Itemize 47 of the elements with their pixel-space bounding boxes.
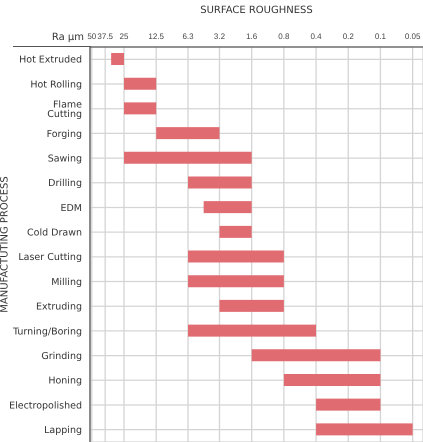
x-tick-label: 1.6: [246, 32, 258, 41]
bar: [124, 152, 252, 164]
x-tick-label: 0.8: [278, 32, 290, 41]
y-tick-label: EDM: [60, 202, 82, 214]
x-tick-label: 0.4: [310, 32, 322, 41]
y-tick-label: Lapping: [44, 425, 82, 436]
bar: [111, 53, 124, 65]
x-tick-label: 0.2: [342, 32, 354, 41]
x-tick-label: 3.2: [214, 32, 226, 41]
bar: [219, 300, 284, 312]
y-tick-label: Electropolished: [9, 400, 82, 412]
x-tick-label: 25: [120, 32, 130, 41]
y-tick-label: Hot Rolling: [30, 79, 82, 90]
bar: [188, 250, 284, 262]
y-tick-label: Grinding: [41, 350, 82, 362]
bar: [252, 349, 380, 362]
y-tick-label: Hot Extruded: [19, 54, 82, 66]
x-tick-label: 0.1: [374, 32, 387, 41]
y-tick-label: Forging: [46, 128, 82, 140]
y-axis-title: MANUFACTUTING PROCESS: [0, 176, 11, 313]
bar: [204, 201, 252, 214]
bar: [316, 398, 380, 411]
y-tick-label: Milling: [51, 276, 82, 288]
y-tick-label: Honing: [48, 376, 82, 387]
y-tick-label: Laser Cutting: [18, 252, 82, 264]
bar: [156, 127, 220, 140]
bar: [188, 324, 316, 337]
x-tick-label: 6.3: [182, 32, 194, 41]
bar: [219, 226, 252, 238]
y-tick-label: Cold Drawn: [27, 228, 82, 239]
bar: [124, 78, 156, 90]
bar: [124, 102, 156, 114]
x-tick-label: 12.5: [148, 32, 165, 41]
x-tick-label: 0.05: [404, 32, 421, 41]
bar: [188, 275, 284, 288]
bar: [284, 374, 380, 386]
x-axis-title: SURFACE ROUGHNESS: [200, 5, 313, 16]
y-tick-label: Drilling: [48, 178, 82, 190]
text: Ra µm: [52, 32, 84, 43]
y-tick-label: Extruding: [36, 302, 82, 313]
y-tick-label: Flame Cutting: [47, 99, 82, 120]
x-tick-label: 37.5: [97, 32, 114, 41]
bar: [188, 176, 252, 188]
y-tick-label: Turning/Boring: [12, 326, 82, 338]
x-tick-label: 50: [87, 32, 97, 41]
bar: [316, 423, 413, 436]
y-tick-label: Sawing: [48, 153, 82, 164]
